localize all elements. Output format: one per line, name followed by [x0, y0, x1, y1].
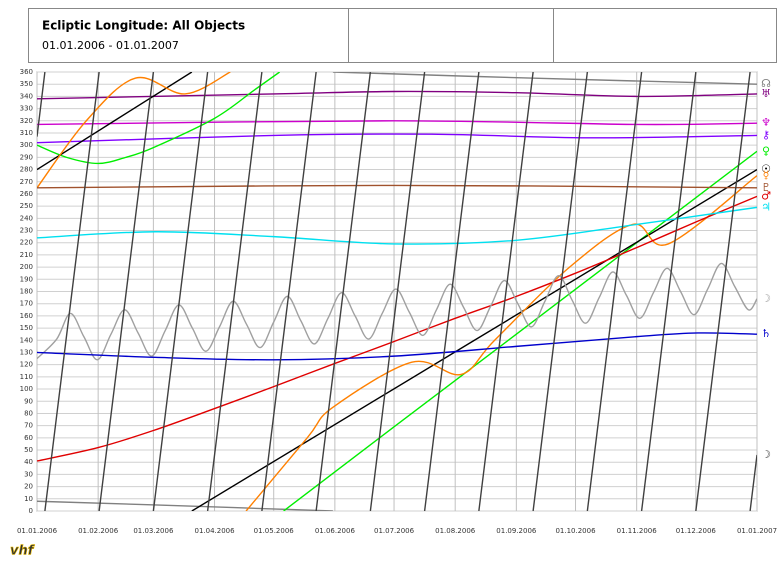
y-tick-label: 160: [20, 312, 33, 320]
legend-glyph: ☊: [761, 77, 771, 90]
y-tick-label: 320: [20, 117, 33, 125]
y-tick-label: 0: [29, 507, 33, 515]
y-tick-label: 240: [20, 214, 33, 222]
y-tick-label: 30: [24, 470, 33, 478]
y-tick-label: 210: [20, 251, 33, 259]
x-tick-label: 01.11.2006: [617, 527, 658, 535]
y-tick-label: 360: [20, 68, 33, 76]
y-tick-label: 330: [20, 105, 33, 113]
y-tick-label: 110: [20, 373, 33, 381]
x-tick-label: 01.06.2006: [315, 527, 356, 535]
legend-glyph: ☽: [761, 292, 771, 305]
legend-glyph: ♆: [761, 116, 771, 129]
y-tick-label: 150: [20, 324, 33, 332]
y-tick-label: 300: [20, 141, 33, 149]
y-tick-label: 350: [20, 80, 33, 88]
y-tick-label: 130: [20, 348, 33, 356]
y-tick-label: 290: [20, 153, 33, 161]
legend-glyph: ♇: [761, 181, 771, 194]
legend-glyph: ☽: [761, 448, 771, 461]
series-line: [37, 195, 757, 462]
chart-title: Ecliptic Longitude: All Objects: [42, 19, 245, 33]
y-tick-label: 280: [20, 166, 33, 174]
y-tick-label: 100: [20, 385, 33, 393]
y-tick-label: 230: [20, 227, 33, 235]
legend-glyph: ♀: [762, 144, 770, 157]
y-tick-label: 50: [24, 446, 33, 454]
x-tick-label: 01.10.2006: [555, 527, 596, 535]
y-tick-label: 220: [20, 239, 33, 247]
series-line: [37, 206, 757, 245]
y-tick-label: 80: [24, 409, 33, 417]
legend-glyph: ☉: [761, 163, 771, 176]
chart-subtitle: 01.01.2006 - 01.01.2007: [42, 39, 179, 52]
y-tick-label: 70: [24, 422, 33, 430]
x-tick-label: 01.04.2006: [194, 527, 235, 535]
legend-glyph: ☿: [763, 169, 770, 182]
series-line: [37, 332, 757, 361]
x-tick-label: 01.01.2006: [17, 527, 58, 535]
y-tick-label: 90: [24, 397, 33, 405]
legend-glyph: ♃: [761, 200, 771, 213]
legend-glyph: ⚷: [762, 128, 770, 141]
series-line: [37, 262, 757, 361]
x-tick-label: 01.09.2006: [496, 527, 537, 535]
x-tick-label: 01.05.2006: [254, 527, 295, 535]
y-tick-label: 20: [24, 483, 33, 491]
x-tick-label: 01.12.2006: [676, 527, 717, 535]
y-tick-label: 10: [24, 495, 33, 503]
y-tick-label: 140: [20, 336, 33, 344]
x-tick-label: 01.01.2007: [737, 527, 777, 535]
y-tick-label: 170: [20, 300, 33, 308]
x-tick-label: 01.02.2006: [78, 527, 119, 535]
y-tick-label: 60: [24, 434, 33, 442]
series-line: [37, 133, 757, 144]
y-tick-label: 190: [20, 275, 33, 283]
y-tick-label: 250: [20, 202, 33, 210]
legend-glyph: ♄: [761, 327, 771, 340]
series-line: [37, 72, 757, 511]
y-tick-label: 340: [20, 92, 33, 100]
y-tick-label: 260: [20, 190, 33, 198]
y-tick-label: 270: [20, 178, 33, 186]
series-line: [37, 72, 757, 511]
series-group: [37, 72, 757, 511]
x-tick-label: 01.07.2006: [374, 527, 415, 535]
y-tick-label: 200: [20, 263, 33, 271]
y-tick-label: 310: [20, 129, 33, 137]
legend-glyph: ♅: [761, 87, 771, 100]
y-tick-label: 120: [20, 361, 33, 369]
legend-glyph: ♂: [761, 189, 771, 202]
header-frame: [28, 8, 777, 63]
logo: vhf: [10, 544, 36, 559]
y-tick-label: 40: [24, 458, 33, 466]
x-tick-label: 01.08.2006: [435, 527, 476, 535]
series-line: [37, 72, 757, 511]
series-line: [37, 72, 757, 511]
y-tick-label: 180: [20, 288, 33, 296]
x-tick-label: 01.03.2006: [133, 527, 174, 535]
series-line: [37, 120, 757, 126]
series-line: [37, 184, 757, 189]
